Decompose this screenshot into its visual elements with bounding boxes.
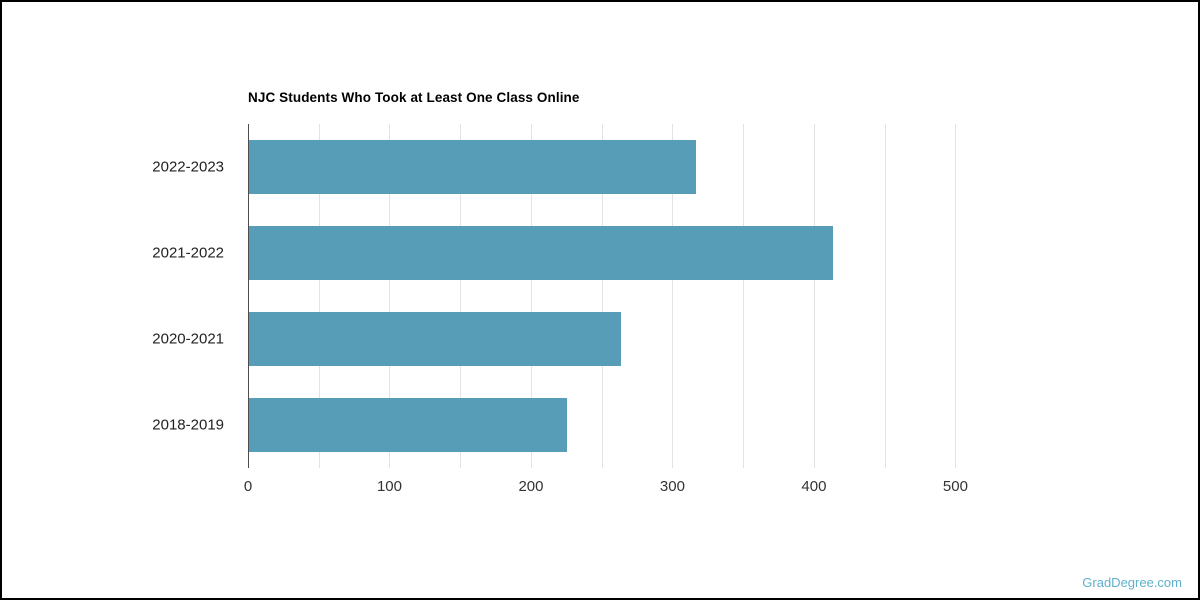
- plot-area: [248, 124, 1012, 468]
- x-axis-tick-labels: 0 100 200 300 400 500: [244, 478, 1012, 498]
- gridline: [389, 124, 391, 468]
- chart-title: NJC Students Who Took at Least One Class…: [248, 90, 580, 105]
- x-tick-label: 0: [243, 478, 253, 495]
- gridline: [318, 124, 320, 468]
- x-tick-label: 100: [376, 478, 402, 495]
- bar-2018-2019: [249, 398, 568, 452]
- category-label: 2020-2021: [152, 330, 224, 348]
- gridline: [672, 124, 674, 468]
- gridline: [743, 124, 745, 468]
- category-label: 2022-2023: [152, 158, 224, 176]
- gridline: [955, 124, 957, 468]
- gridline: [601, 124, 603, 468]
- gridline: [813, 124, 815, 468]
- category-label: 2018-2019: [152, 416, 224, 434]
- gridline: [884, 124, 886, 468]
- gridline: [530, 124, 532, 468]
- x-tick-label: 500: [942, 478, 968, 495]
- x-tick-label: 300: [659, 478, 685, 495]
- y-axis-line: [248, 124, 249, 468]
- x-tick-label: 400: [801, 478, 827, 495]
- bar-2020-2021: [249, 312, 622, 366]
- bar-2022-2023: [249, 140, 697, 194]
- bar-2021-2022: [249, 226, 834, 280]
- y-axis-category-labels: 2022-2023 2021-2022 2020-2021 2018-2019: [2, 124, 236, 468]
- gridline: [460, 124, 462, 468]
- watermark-link[interactable]: GradDegree.com: [1082, 575, 1182, 590]
- x-tick-label: 200: [518, 478, 544, 495]
- category-label: 2021-2022: [152, 244, 224, 262]
